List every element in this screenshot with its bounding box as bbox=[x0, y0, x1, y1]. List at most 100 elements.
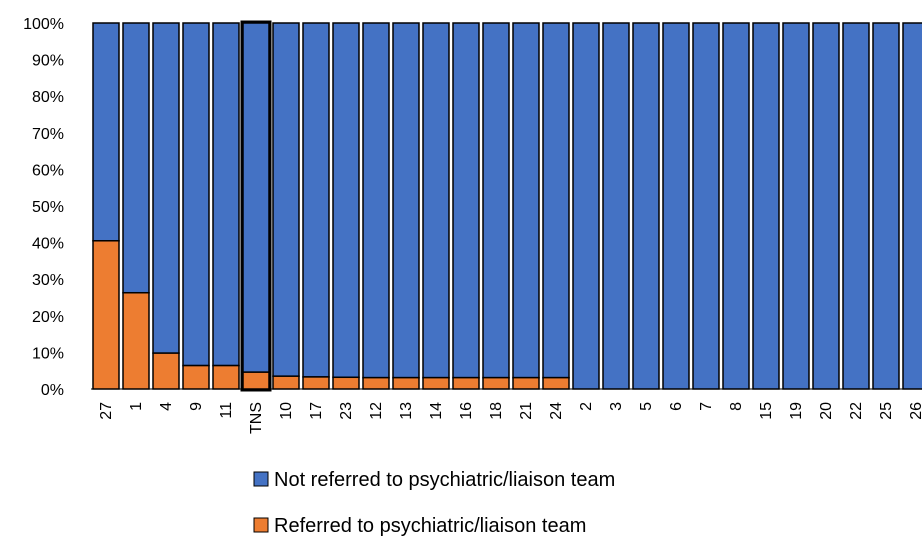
bar-group-13 bbox=[392, 22, 420, 390]
y-axis: 0% 10% 20% 30% 40% 50% 60% 70% 80% 90% 100% bbox=[23, 16, 64, 399]
bar-not-referred bbox=[212, 22, 240, 367]
bar-not-referred bbox=[752, 22, 780, 390]
y-tick-label: 60% bbox=[32, 162, 64, 179]
x-tick-label: 14 bbox=[428, 402, 445, 420]
bar-referred bbox=[212, 364, 240, 390]
bar-group-9 bbox=[182, 22, 210, 390]
y-tick-label: 100% bbox=[23, 16, 64, 33]
bar-group-10 bbox=[272, 22, 300, 390]
bar-group-23 bbox=[332, 22, 360, 390]
bar-not-referred bbox=[182, 22, 210, 367]
bars bbox=[91, 20, 922, 392]
bar-referred bbox=[512, 376, 540, 390]
y-tick-label: 80% bbox=[32, 89, 64, 106]
bar-referred bbox=[182, 364, 210, 390]
legend-label: Referred to psychiatric/liaison team bbox=[274, 515, 586, 537]
bar-group-16 bbox=[452, 22, 480, 390]
bar-referred bbox=[482, 376, 510, 390]
bar-group-21 bbox=[512, 22, 540, 390]
bar-not-referred bbox=[842, 22, 870, 390]
x-tick-label: 22 bbox=[848, 402, 865, 420]
x-tick-label: 20 bbox=[818, 402, 835, 420]
legend-swatch bbox=[253, 471, 269, 487]
legend-swatch bbox=[253, 517, 269, 533]
legend: Not referred to psychiatric/liaison team… bbox=[253, 469, 615, 537]
bar-not-referred bbox=[152, 22, 180, 354]
y-tick-label: 50% bbox=[32, 199, 64, 216]
bar-not-referred bbox=[332, 22, 360, 379]
bar-referred bbox=[542, 376, 570, 390]
bar-not-referred bbox=[92, 22, 120, 242]
x-tick-label: 24 bbox=[548, 402, 565, 420]
bar-not-referred bbox=[692, 22, 720, 390]
x-tick-label: 26 bbox=[908, 402, 922, 420]
bar-group-1 bbox=[122, 22, 150, 390]
bar-group-26 bbox=[902, 22, 922, 390]
x-tick-label: 6 bbox=[668, 402, 685, 411]
bar-not-referred bbox=[632, 22, 660, 390]
bar-group-17 bbox=[302, 22, 330, 390]
bar-group-12 bbox=[362, 22, 390, 390]
highlight-outline bbox=[240, 20, 272, 392]
x-axis: 27 1 4 9 11 TNS 10 17 23 12 13 14 16 18 21 24 2 3 5 6 7 8 15 19… bbox=[98, 402, 922, 434]
bar-referred bbox=[152, 352, 180, 390]
bar-referred bbox=[362, 376, 390, 390]
bar-not-referred bbox=[482, 22, 510, 379]
bar-referred bbox=[122, 291, 150, 390]
x-tick-label: 13 bbox=[398, 402, 415, 420]
bar-group-3 bbox=[602, 22, 630, 390]
bar-not-referred bbox=[542, 22, 570, 379]
bar-group-5 bbox=[632, 22, 660, 390]
x-tick-label: 16 bbox=[458, 402, 475, 420]
bar-not-referred bbox=[722, 22, 750, 390]
bar-not-referred bbox=[572, 22, 600, 390]
bar-not-referred bbox=[782, 22, 810, 390]
bar-not-referred bbox=[452, 22, 480, 379]
bar-referred bbox=[332, 376, 360, 390]
bar-referred bbox=[392, 376, 420, 390]
bar-not-referred bbox=[512, 22, 540, 379]
bar-not-referred bbox=[902, 22, 922, 390]
x-tick-label: 8 bbox=[728, 402, 745, 411]
bar-group-24 bbox=[542, 22, 570, 390]
x-tick-label: 18 bbox=[488, 402, 505, 420]
bar-not-referred bbox=[362, 22, 390, 379]
y-tick-label: 90% bbox=[32, 53, 64, 70]
bar-group-14 bbox=[422, 22, 450, 390]
bar-not-referred bbox=[662, 22, 690, 390]
x-tick-label: 25 bbox=[878, 402, 895, 420]
x-tick-label: 12 bbox=[368, 402, 385, 420]
x-tick-label: 17 bbox=[308, 402, 325, 420]
x-tick-label: 9 bbox=[188, 402, 205, 411]
x-tick-label: 5 bbox=[638, 402, 655, 411]
bar-group-4 bbox=[152, 22, 180, 390]
bar-not-referred bbox=[422, 22, 450, 379]
bar-not-referred bbox=[122, 22, 150, 294]
y-tick-label: 40% bbox=[32, 236, 64, 253]
bar-referred bbox=[302, 376, 330, 390]
x-tick-label: 1 bbox=[128, 402, 145, 411]
bar-group-2 bbox=[572, 22, 600, 390]
y-tick-label: 20% bbox=[32, 309, 64, 326]
bar-group-11 bbox=[212, 22, 240, 390]
bar-group-20 bbox=[812, 22, 840, 390]
y-tick-label: 30% bbox=[32, 272, 64, 289]
y-tick-label: 10% bbox=[32, 345, 64, 362]
bar-group-15 bbox=[752, 22, 780, 390]
bar-group-19 bbox=[782, 22, 810, 390]
x-tick-label: 3 bbox=[608, 402, 625, 411]
x-tick-label: 7 bbox=[698, 402, 715, 411]
bar-group-7 bbox=[692, 22, 720, 390]
bar-group-8 bbox=[722, 22, 750, 390]
y-tick-label: 70% bbox=[32, 126, 64, 143]
x-tick-label: 27 bbox=[98, 402, 115, 420]
x-tick-label: 10 bbox=[278, 402, 295, 420]
bar-referred bbox=[452, 376, 480, 390]
x-tick-label: 2 bbox=[578, 402, 595, 411]
legend-label: Not referred to psychiatric/liaison team bbox=[274, 469, 615, 491]
bar-not-referred bbox=[872, 22, 900, 390]
bar-referred bbox=[242, 371, 270, 390]
bar-not-referred bbox=[602, 22, 630, 390]
bar-referred bbox=[272, 375, 300, 390]
